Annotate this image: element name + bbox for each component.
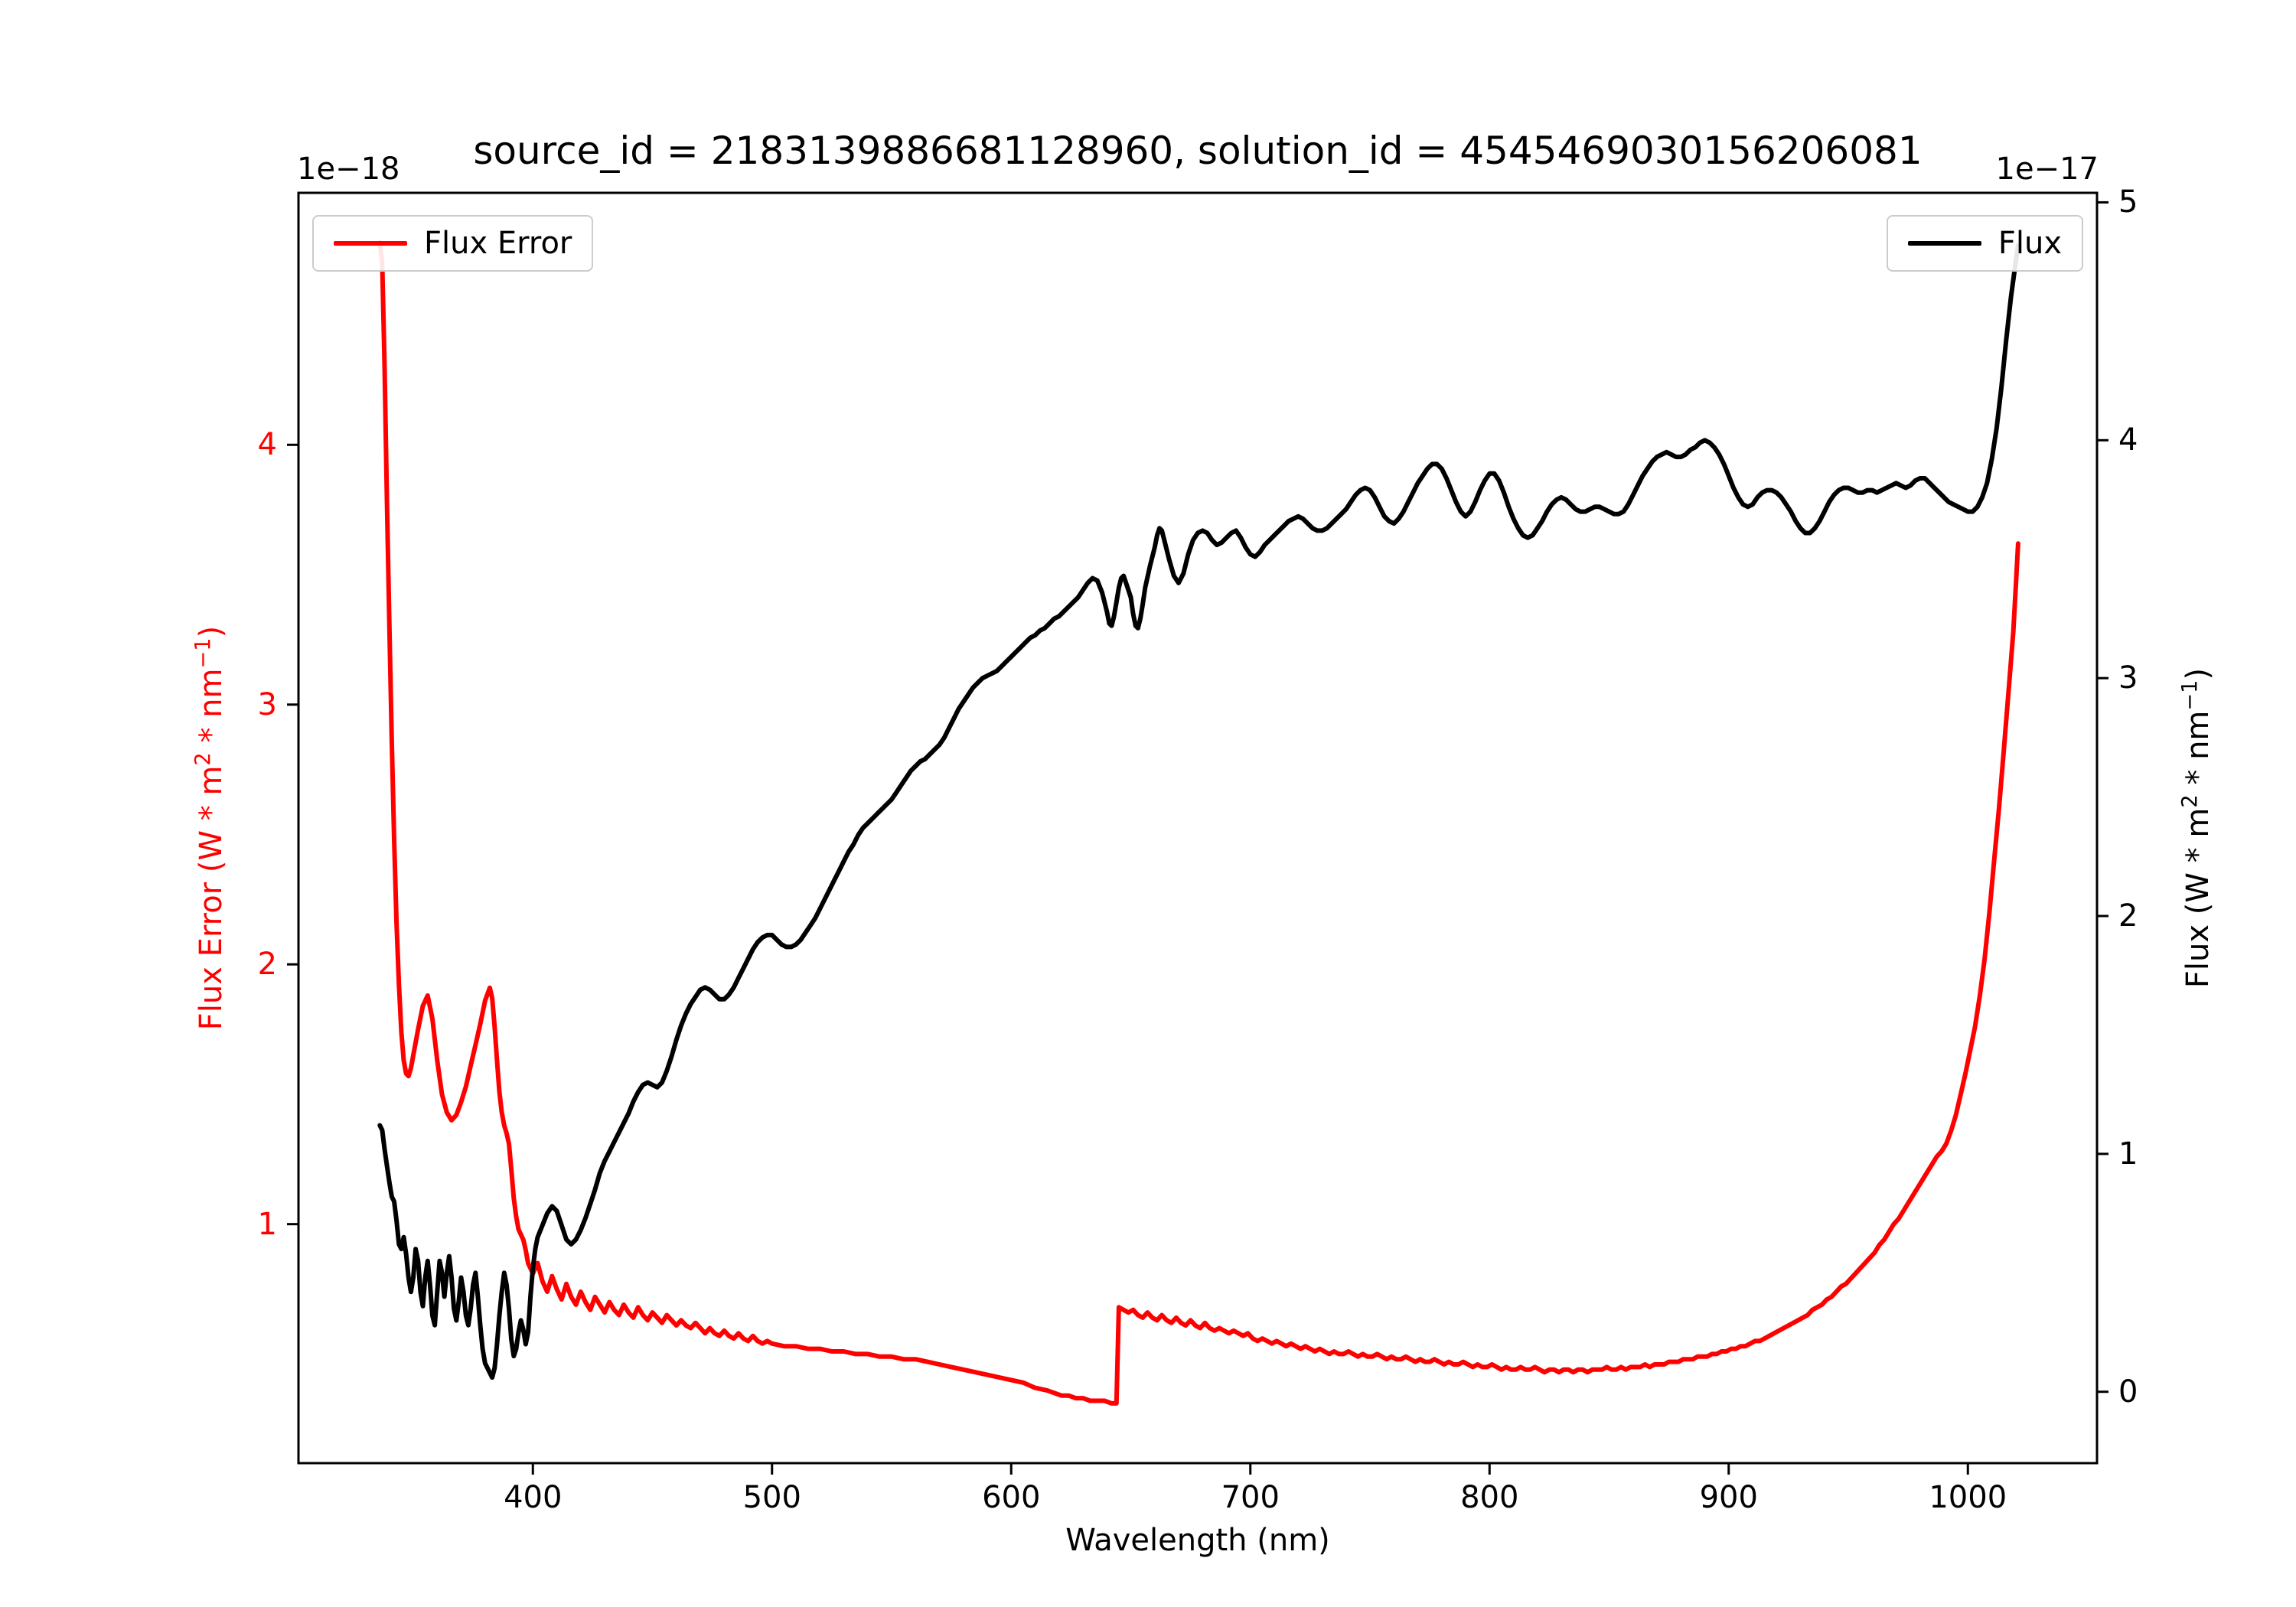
left-y-tick-label: 3 [257,686,277,722]
superscript-text: 2 [191,752,216,766]
legend-flux-error: Flux Error [312,215,594,272]
x-tick-label: 1000 [1929,1480,2007,1515]
right-y-tick-label: 0 [2118,1374,2138,1410]
left-y-tick-label: 1 [257,1206,277,1242]
x-tick-label: 900 [1699,1480,1758,1515]
superscript-text: −1 [191,637,216,669]
label-text: Flux (W * m [2180,807,2216,989]
right-y-tick-label: 4 [2118,422,2138,458]
label-text: Flux Error (W * m [194,765,229,1031]
right-y-tick-label: 2 [2118,898,2138,934]
x-tick-label: 800 [1460,1480,1519,1515]
x-tick-label: 400 [504,1480,563,1515]
label-text: ) [194,625,229,638]
plot-border [297,191,2099,1465]
left-y-axis-label: Flux Error (W * m2 * nm−1) [191,625,229,1031]
chart-title: source_id = 2183139886681128960, solutio… [473,129,1923,173]
superscript-text: −1 [2178,680,2203,711]
flux-line [377,243,2020,1380]
legend-flux: Flux [1886,215,2083,272]
left-y-tick-label: 2 [257,947,277,983]
label-text: * nm [2180,710,2216,795]
left-y-tick-label: 4 [257,427,277,463]
label-text: ) [2180,667,2216,680]
superscript-text: 2 [2178,794,2203,808]
left-axis-scale-offset: 1e−18 [297,152,400,187]
right-y-axis-label: Flux (W * m2 * nm−1) [2178,667,2216,989]
right-y-tick-label: 1 [2118,1136,2138,1172]
flux-error-line-sample [334,241,407,246]
x-tick-label: 600 [982,1480,1041,1515]
label-text: * nm [194,668,229,753]
x-axis-label: Wavelength (nm) [1065,1523,1330,1558]
right-axis-scale-offset: 1e−17 [1995,152,2099,187]
legend-label-flux-error: Flux Error [424,226,572,261]
legend-label-flux: Flux [1998,226,2062,261]
flux-error-line [377,240,2020,1406]
right-y-tick-label: 5 [2118,184,2138,220]
right-y-tick-label: 3 [2118,660,2138,696]
x-tick-label: 500 [742,1480,801,1515]
x-tick-label: 700 [1221,1480,1280,1515]
flux-line-sample [1907,241,1981,246]
